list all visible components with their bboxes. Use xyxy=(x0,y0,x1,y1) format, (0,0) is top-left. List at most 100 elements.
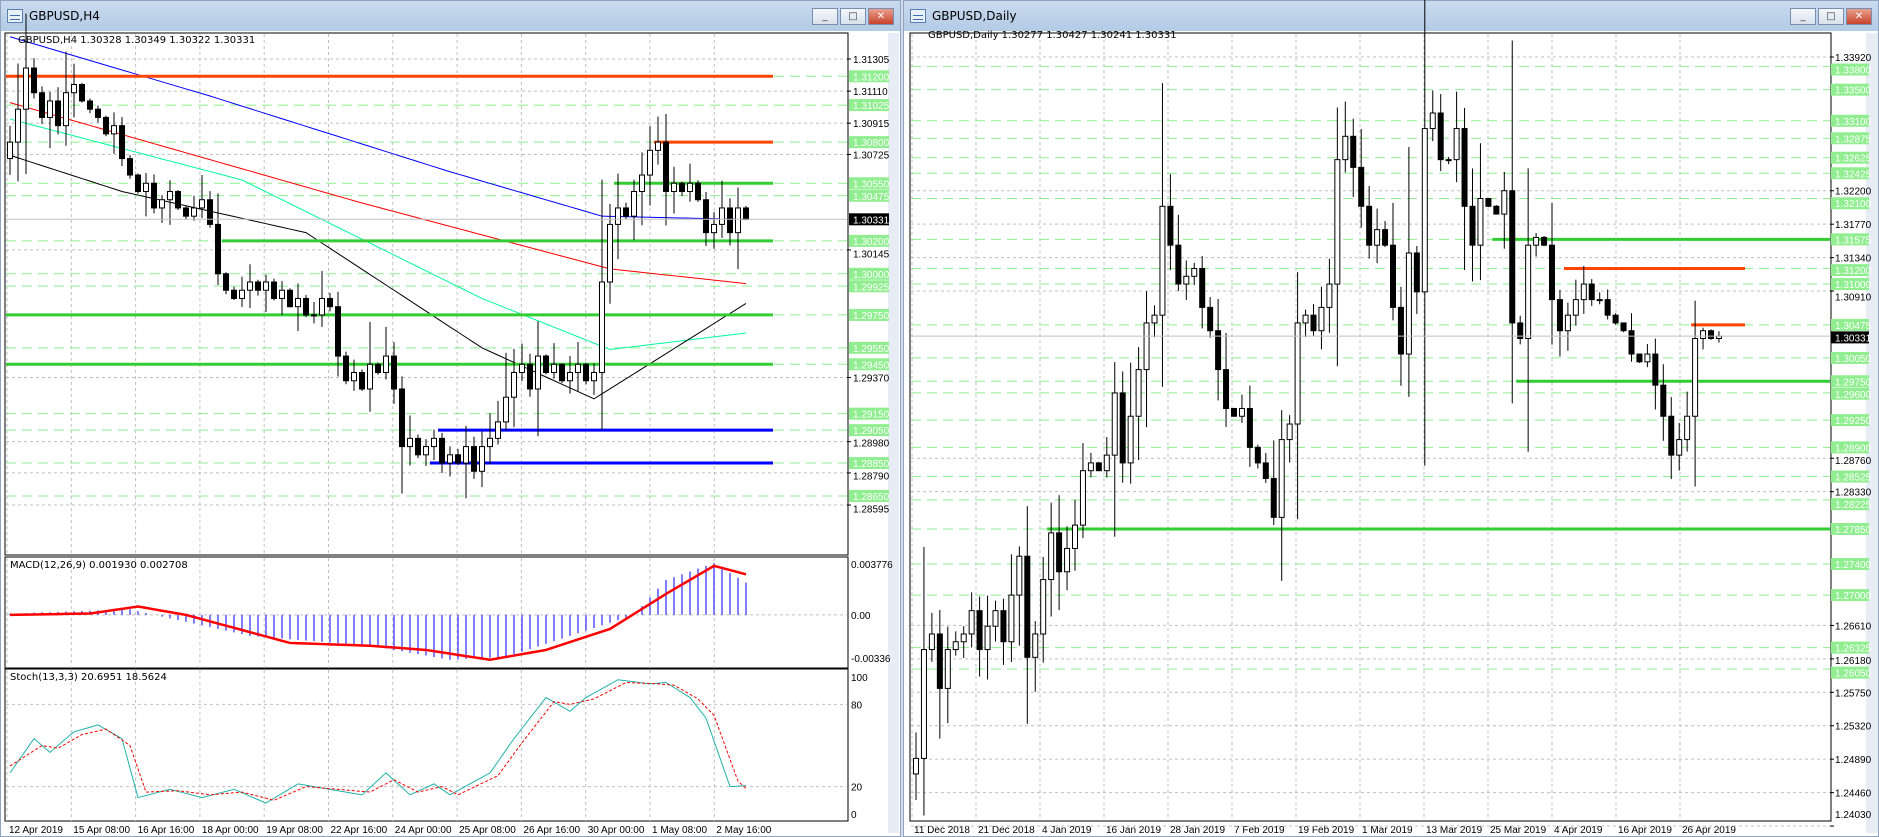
price-axis-label: 1.28760 xyxy=(1835,456,1872,467)
bearish-candle xyxy=(1270,477,1277,518)
level-price-label: 1.28850 xyxy=(853,459,890,470)
bullish-candle xyxy=(383,355,389,374)
level-label-box xyxy=(1831,414,1869,427)
bullish-candle xyxy=(1072,524,1078,549)
minimize-button[interactable]: _ xyxy=(1790,8,1816,25)
bullish-candle xyxy=(1079,470,1086,526)
stoch-axis-label: 20 xyxy=(851,783,863,794)
bearish-candle xyxy=(527,363,533,390)
bullish-candle xyxy=(1342,135,1349,161)
level-price-label: 1.30475 xyxy=(853,192,890,203)
bullish-candle xyxy=(1286,423,1293,441)
level-label-box xyxy=(849,407,889,420)
vertical-scrollbar[interactable] xyxy=(888,33,899,833)
level-price-label: 1.28650 xyxy=(853,492,890,503)
bearish-candle xyxy=(1517,322,1524,339)
bullish-candle xyxy=(159,199,165,209)
level-price-label: 1.27850 xyxy=(1835,525,1872,536)
level-price-label: 1.28525 xyxy=(1835,473,1872,484)
bullish-candle xyxy=(495,421,501,439)
level-label-box xyxy=(1831,666,1869,679)
level-label-box xyxy=(849,489,889,502)
level-label-box xyxy=(1831,557,1869,570)
time-axis-label: 1 Mar 2019 xyxy=(1362,825,1413,836)
bearish-candle xyxy=(1382,229,1389,246)
daily-window-titlebar[interactable]: GBPUSD,Daily _ □ ✕ xyxy=(904,1,1878,31)
bearish-candle xyxy=(1461,128,1468,207)
time-axis-label: 15 Apr 08:00 xyxy=(73,825,130,836)
bullish-candle xyxy=(535,355,541,390)
bearish-candle xyxy=(1246,407,1253,448)
level-price-label: 1.31025 xyxy=(853,101,890,112)
level-price-label: 1.30800 xyxy=(853,138,890,149)
bullish-candle xyxy=(599,281,605,374)
daily-main-panel xyxy=(909,32,1832,822)
bullish-candle xyxy=(503,396,509,423)
bullish-candle xyxy=(1135,369,1142,417)
bullish-candle xyxy=(1676,439,1683,456)
bearish-candle xyxy=(87,100,93,110)
level-price-label: 1.28225 xyxy=(1835,500,1872,511)
price-axis-label: 1.30145 xyxy=(853,249,890,260)
bearish-candle xyxy=(207,199,213,225)
bearish-candle xyxy=(1413,252,1420,293)
bullish-candle xyxy=(279,289,285,299)
bullish-candle xyxy=(71,84,77,94)
bearish-candle xyxy=(327,297,333,308)
restore-button[interactable]: □ xyxy=(1818,8,1844,25)
bearish-candle xyxy=(1024,555,1031,658)
level-price-label: 1.33800 xyxy=(1835,66,1872,77)
bullish-candle xyxy=(319,297,325,316)
stoch-main-line xyxy=(9,679,747,804)
bullish-candle xyxy=(111,125,117,135)
bearish-candle xyxy=(375,363,381,374)
time-axis-label: 13 Mar 2019 xyxy=(1426,825,1483,836)
bearish-candle xyxy=(1390,244,1396,308)
time-axis-label: 25 Apr 08:00 xyxy=(459,825,516,836)
bearish-candle xyxy=(1095,462,1102,472)
bullish-candle xyxy=(1064,547,1071,573)
bullish-candle xyxy=(167,190,173,201)
restore-button[interactable]: □ xyxy=(840,8,866,25)
close-button[interactable]: ✕ xyxy=(1846,8,1872,25)
h4-window-titlebar[interactable]: GBPUSD,H4 _ □ ✕ xyxy=(1,1,900,31)
bullish-candle xyxy=(407,437,413,448)
level-label-box xyxy=(1831,233,1869,246)
level-price-label: 1.26325 xyxy=(1835,644,1872,655)
level-label-box xyxy=(849,136,889,149)
level-label-box xyxy=(1831,83,1869,96)
bearish-candle xyxy=(39,92,45,118)
bullish-candle xyxy=(1008,594,1015,643)
price-axis-label: 1.32200 xyxy=(1835,187,1872,198)
time-axis-label: 25 Mar 2019 xyxy=(1490,825,1547,836)
bearish-candle xyxy=(1310,314,1317,332)
vertical-scrollbar[interactable] xyxy=(1866,33,1878,833)
current-price-label: 1.30331 xyxy=(853,215,890,226)
bullish-candle xyxy=(351,372,357,382)
macd-axis-label: 0.00 xyxy=(851,611,871,622)
bearish-candle xyxy=(343,355,349,382)
price-axis-label: 1.25750 xyxy=(1835,688,1872,699)
stoch-header: Stoch(13,3,3) 20.6951 18.5624 xyxy=(10,672,167,683)
level-price-label: 1.32425 xyxy=(1835,169,1872,180)
bearish-candle xyxy=(223,273,229,291)
bullish-candle xyxy=(1405,252,1412,355)
level-label-box xyxy=(1831,470,1869,483)
close-button[interactable]: ✕ xyxy=(868,8,894,25)
time-axis-label: 16 Jan 2019 xyxy=(1106,825,1161,836)
level-price-label: 1.33500 xyxy=(1835,86,1872,97)
bearish-candle xyxy=(455,454,461,464)
bullish-candle xyxy=(591,372,597,382)
bearish-candle xyxy=(135,174,141,192)
price-axis-label: 1.31340 xyxy=(1835,254,1872,265)
bullish-candle xyxy=(1572,299,1579,316)
daily-chart-header: GBPUSD,Daily 1.30277 1.30427 1.30241 1.3… xyxy=(928,30,1177,41)
bearish-candle xyxy=(1628,330,1635,355)
level-price-label: 1.31000 xyxy=(1835,280,1872,291)
bullish-candle xyxy=(511,372,517,398)
minimize-button[interactable]: _ xyxy=(812,8,838,25)
bullish-candle xyxy=(1048,532,1055,581)
bearish-candle xyxy=(623,207,629,217)
level-price-label: 1.29600 xyxy=(1835,390,1872,401)
